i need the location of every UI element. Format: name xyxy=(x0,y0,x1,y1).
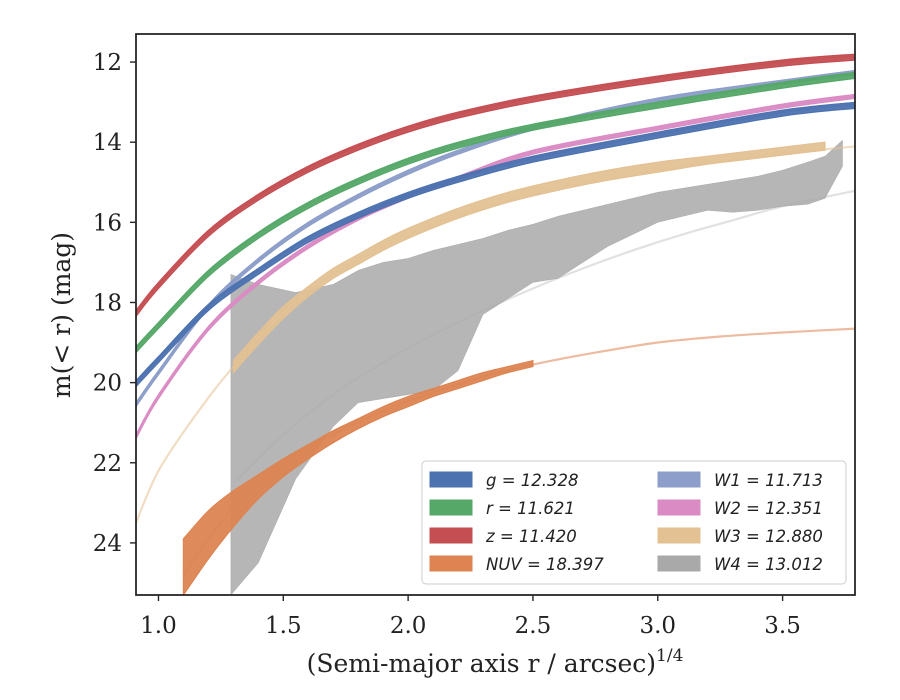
legend-item-z: z = 11.420 xyxy=(429,527,577,546)
legend-swatch-r xyxy=(429,499,473,516)
plot-frame xyxy=(135,33,856,596)
series-z-band xyxy=(136,53,855,318)
legend-swatch-g xyxy=(429,471,473,488)
legend-label-w1: W1 = 11.713 xyxy=(714,471,823,490)
legend-label-w2: W2 = 12.351 xyxy=(714,499,823,518)
series-g xyxy=(136,101,855,388)
legend-label-nuv: NUV = 18.397 xyxy=(486,555,604,574)
x-tick-label: 2.5 xyxy=(515,613,552,639)
y-tick-label: 14 xyxy=(93,130,122,156)
legend-swatch-nuv xyxy=(429,555,473,572)
x-axis-title-text: (Semi-major axis r / arcsec) xyxy=(307,649,656,678)
series-r xyxy=(136,71,855,354)
legend-item-w4: W4 = 13.012 xyxy=(657,555,823,574)
series-w3 xyxy=(136,141,855,524)
series-nuv xyxy=(182,327,855,595)
x-tick-label: 3.0 xyxy=(639,613,676,639)
x-tick-label: 1.5 xyxy=(265,613,302,639)
legend-item-r: r = 11.621 xyxy=(429,499,575,518)
y-tick-label: 16 xyxy=(93,210,122,236)
legend-items: g = 12.328 r = 11.621 z = 11.420 NUV = 18.3… xyxy=(429,471,823,574)
plot-area xyxy=(136,53,855,595)
legend-item-w2: W2 = 12.351 xyxy=(657,499,823,518)
series-w3-band xyxy=(232,141,826,375)
series-w4 xyxy=(230,139,855,595)
series-w2-band xyxy=(136,93,855,439)
y-tick-label: 22 xyxy=(93,451,122,477)
legend-label-z: z = 11.420 xyxy=(485,527,577,546)
series-w4-band xyxy=(230,139,843,595)
series-z xyxy=(136,53,855,318)
y-tick-label: 24 xyxy=(93,531,122,557)
legend: g = 12.328 r = 11.621 z = 11.420 NUV = 18.3… xyxy=(421,460,847,585)
legend-label-w3: W3 = 12.880 xyxy=(714,527,823,546)
series-nuv-band xyxy=(182,359,534,595)
x-tick-label: 3.5 xyxy=(764,613,801,639)
x-tick-label: 2.0 xyxy=(390,613,427,639)
legend-swatch-w3 xyxy=(657,527,701,544)
legend-label-g: g = 12.328 xyxy=(486,471,579,490)
legend-swatch-w1 xyxy=(657,471,701,488)
y-tick-label: 20 xyxy=(93,371,122,397)
legend-item-w1: W1 = 11.713 xyxy=(657,471,823,490)
x-axis: 1.0 1.5 2.0 2.5 3.0 3.5 xyxy=(140,595,801,639)
series-r-band xyxy=(136,71,855,354)
series-g-band xyxy=(136,101,855,388)
legend-item-w3: W3 = 12.880 xyxy=(657,527,823,546)
legend-item-nuv: NUV = 18.397 xyxy=(429,555,604,574)
series-layer xyxy=(136,53,855,595)
legend-swatch-z xyxy=(429,527,473,544)
legend-label-r: r = 11.621 xyxy=(486,499,575,518)
legend-swatch-w4 xyxy=(657,555,701,572)
legend-item-g: g = 12.328 xyxy=(429,471,579,490)
legend-swatch-w2 xyxy=(657,499,701,516)
x-tick-label: 1.0 xyxy=(140,613,177,639)
y-axis: 12 14 16 18 20 22 24 xyxy=(93,50,136,557)
y-tick-label: 18 xyxy=(93,290,122,316)
legend-label-w4: W4 = 13.012 xyxy=(714,555,823,574)
y-tick-label: 12 xyxy=(93,50,122,76)
y-axis-title: m(< r) (mag) xyxy=(47,232,76,398)
x-axis-title-exponent: 1/4 xyxy=(656,646,683,666)
x-axis-title: (Semi-major axis r / arcsec)1/4 xyxy=(307,646,684,678)
legend-frame xyxy=(421,460,847,585)
